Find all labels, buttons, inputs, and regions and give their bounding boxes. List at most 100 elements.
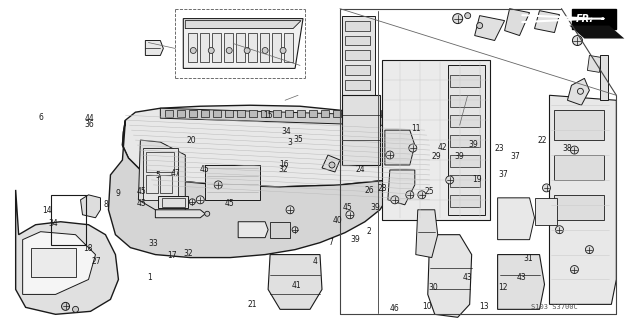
Polygon shape xyxy=(238,222,268,238)
Circle shape xyxy=(196,196,204,204)
Text: 22: 22 xyxy=(538,136,547,145)
Polygon shape xyxy=(428,235,471,317)
Text: 37: 37 xyxy=(498,170,508,179)
Bar xyxy=(404,110,413,117)
Circle shape xyxy=(418,191,426,199)
Text: 40: 40 xyxy=(333,216,343,225)
Bar xyxy=(345,110,353,117)
Text: 4: 4 xyxy=(313,258,318,267)
Polygon shape xyxy=(568,78,589,105)
Circle shape xyxy=(476,23,483,28)
Bar xyxy=(166,110,173,117)
Text: 21: 21 xyxy=(247,300,257,309)
Polygon shape xyxy=(155,210,205,218)
Polygon shape xyxy=(122,105,438,187)
Bar xyxy=(261,110,269,117)
Bar xyxy=(345,20,370,31)
Circle shape xyxy=(190,47,196,53)
Text: 39: 39 xyxy=(455,152,464,161)
Text: 17: 17 xyxy=(168,251,177,260)
Polygon shape xyxy=(416,210,438,258)
Polygon shape xyxy=(448,65,485,215)
Text: 35: 35 xyxy=(293,135,303,144)
Bar xyxy=(224,33,233,62)
Bar xyxy=(450,135,480,147)
Bar xyxy=(50,195,85,244)
Bar xyxy=(205,165,260,200)
Circle shape xyxy=(292,227,298,233)
Circle shape xyxy=(406,191,414,199)
Polygon shape xyxy=(342,16,375,100)
Bar xyxy=(236,33,245,62)
Bar xyxy=(450,95,480,107)
Bar xyxy=(450,175,480,187)
Text: 6: 6 xyxy=(38,114,43,123)
Bar xyxy=(285,110,293,117)
Bar xyxy=(345,51,370,60)
Text: 19: 19 xyxy=(473,175,482,184)
Text: 34: 34 xyxy=(282,127,292,136)
Circle shape xyxy=(204,211,210,216)
Text: 33: 33 xyxy=(148,239,158,248)
Text: 28: 28 xyxy=(377,184,387,193)
Circle shape xyxy=(577,88,583,94)
Circle shape xyxy=(214,181,222,189)
Text: 45: 45 xyxy=(343,203,353,212)
Circle shape xyxy=(571,146,578,154)
Bar xyxy=(345,36,370,45)
Circle shape xyxy=(391,196,399,204)
Text: 1: 1 xyxy=(148,273,152,282)
Bar xyxy=(201,110,209,117)
Text: 41: 41 xyxy=(292,281,301,290)
Polygon shape xyxy=(573,9,617,28)
Text: 5: 5 xyxy=(155,171,160,180)
Bar xyxy=(284,33,293,62)
Circle shape xyxy=(189,199,196,205)
Text: 39: 39 xyxy=(371,203,380,212)
Circle shape xyxy=(409,144,417,152)
Circle shape xyxy=(446,176,454,184)
Bar xyxy=(189,33,197,62)
Bar xyxy=(321,110,329,117)
Text: 9: 9 xyxy=(116,189,121,198)
Bar xyxy=(450,195,480,207)
Polygon shape xyxy=(534,11,559,33)
Text: 34: 34 xyxy=(48,219,59,228)
Polygon shape xyxy=(159,196,189,208)
Bar xyxy=(31,248,76,277)
Bar xyxy=(381,110,389,117)
Text: 38: 38 xyxy=(563,144,573,153)
Polygon shape xyxy=(505,9,529,36)
Bar xyxy=(450,115,480,127)
Text: 45: 45 xyxy=(137,188,147,196)
Polygon shape xyxy=(497,198,534,240)
Circle shape xyxy=(62,302,69,310)
Bar xyxy=(393,110,401,117)
Bar xyxy=(248,33,257,62)
Circle shape xyxy=(329,162,335,168)
Bar xyxy=(189,110,197,117)
Text: 32: 32 xyxy=(279,165,289,174)
Bar xyxy=(200,33,209,62)
Bar xyxy=(450,155,480,167)
Bar xyxy=(272,33,281,62)
Text: 10: 10 xyxy=(422,302,431,311)
Bar xyxy=(143,148,178,200)
Circle shape xyxy=(543,184,550,192)
Circle shape xyxy=(286,206,294,214)
Text: 27: 27 xyxy=(91,258,101,267)
Polygon shape xyxy=(385,130,415,165)
Circle shape xyxy=(464,13,471,19)
Text: 30: 30 xyxy=(428,283,438,292)
Text: 37: 37 xyxy=(511,152,520,161)
Polygon shape xyxy=(138,140,185,215)
Bar xyxy=(177,110,185,117)
Bar xyxy=(345,80,370,90)
Text: 26: 26 xyxy=(364,186,374,195)
Text: 46: 46 xyxy=(390,304,399,313)
Bar xyxy=(297,110,305,117)
Text: 44: 44 xyxy=(85,114,94,123)
Polygon shape xyxy=(185,20,301,28)
Polygon shape xyxy=(108,120,390,258)
Bar xyxy=(249,110,257,117)
